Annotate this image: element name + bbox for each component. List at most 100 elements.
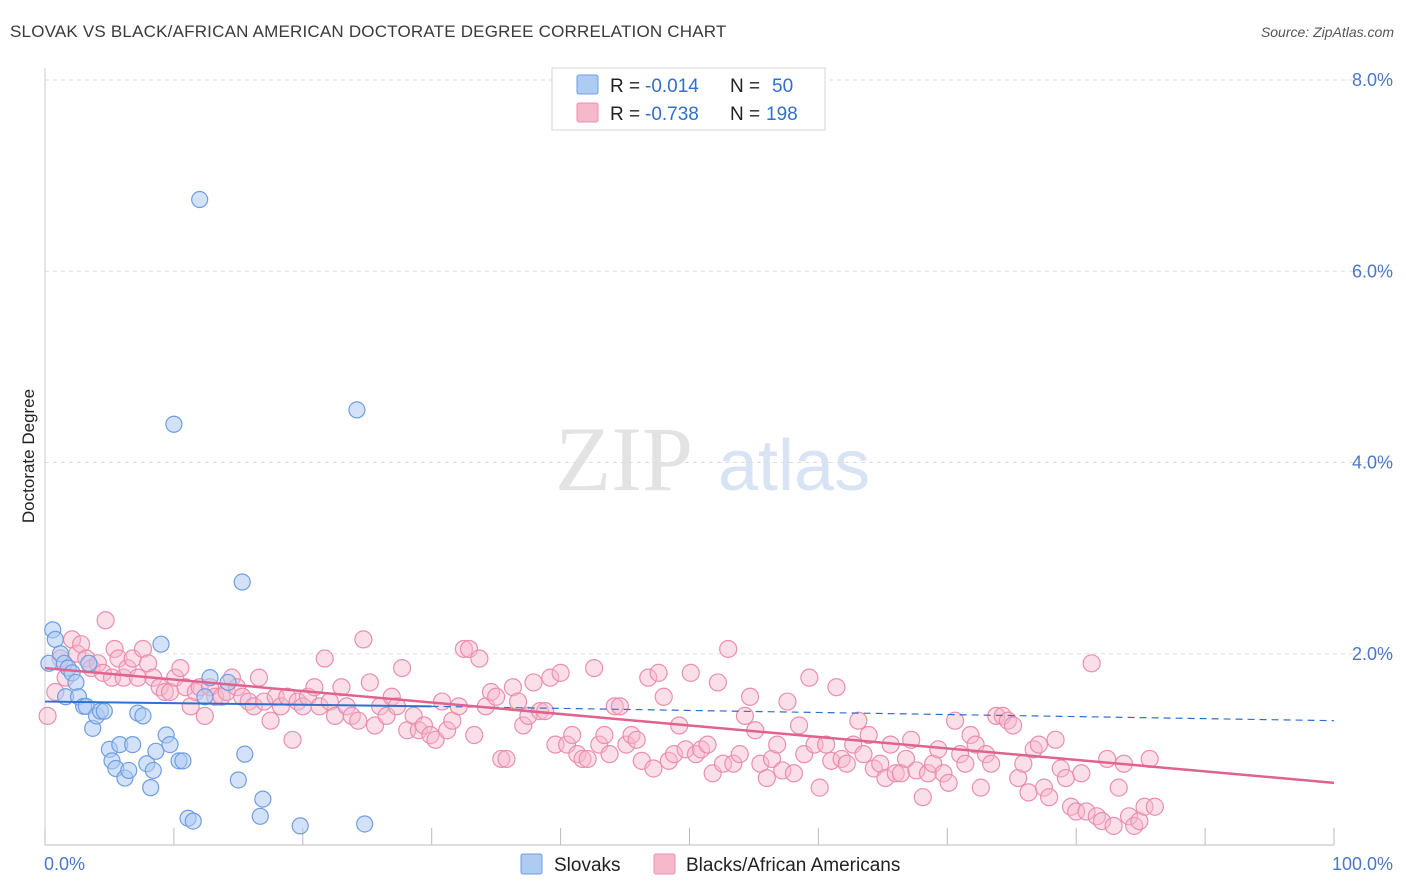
black-point-193 (1072, 764, 1091, 783)
black-point-192 (1067, 802, 1086, 821)
black-point-98 (563, 725, 582, 745)
legend-n-label-1: N = (730, 76, 760, 97)
black-point-20 (139, 654, 158, 673)
slovak-point-43 (233, 573, 251, 591)
black-point-188 (1046, 730, 1065, 749)
x-tick-label-1: 100.0% (1332, 854, 1393, 874)
legend-swatch-blacks (576, 102, 599, 123)
slovak-point-28 (144, 761, 162, 780)
black-point-125 (708, 673, 727, 692)
black-point-155 (871, 754, 890, 773)
legend-bottom-swatch-blacks (653, 853, 676, 875)
black-point-131 (740, 687, 760, 706)
black-point-47 (283, 730, 302, 749)
black-point-123 (698, 735, 717, 754)
black-point-163 (913, 788, 932, 807)
black-point-115 (654, 687, 673, 706)
black-point-80 (465, 725, 484, 745)
black-point-67 (392, 658, 412, 678)
slovak-point-2 (46, 630, 64, 649)
black-point-75 (438, 721, 457, 740)
black-point-42 (255, 692, 274, 711)
legend-r-value-2: -0.738 (645, 104, 699, 125)
slovak-point-22 (120, 761, 138, 780)
black-point-101 (578, 749, 597, 769)
slovak-point-46 (254, 790, 272, 808)
black-point-153 (859, 725, 878, 745)
black-point-113 (644, 759, 663, 778)
black-point-137 (773, 761, 792, 780)
series-blacks-points (38, 611, 1164, 835)
black-point-207 (1145, 797, 1164, 816)
legend-r-label-2: R = (610, 104, 640, 125)
black-point-162 (907, 761, 926, 780)
x-tick-labels: 0.0% 100.0% (44, 854, 1393, 874)
black-point-104 (595, 725, 614, 745)
black-point-205 (1135, 797, 1154, 816)
slovak-point-23 (124, 735, 142, 754)
black-point-189 (1051, 759, 1070, 778)
black-point-175 (976, 745, 996, 764)
slovak-point-25 (134, 707, 152, 725)
black-point-171 (956, 754, 975, 773)
slovak-point-41 (219, 673, 237, 692)
slovak-point-45 (251, 807, 269, 825)
slovak-point-27 (142, 779, 160, 797)
black-point-87 (503, 678, 523, 697)
slovak-point-8 (67, 673, 85, 692)
black-point-28 (181, 697, 200, 716)
black-point-149 (837, 754, 856, 773)
black-point-172 (961, 725, 980, 745)
y-tick-label-0: 2.0% (1352, 644, 1393, 664)
black-point-183 (1019, 783, 1038, 802)
black-point-96 (551, 663, 570, 682)
black-point-89 (514, 716, 533, 735)
black-point-164 (918, 764, 938, 783)
black-point-0 (38, 706, 57, 726)
black-point-187 (1040, 788, 1059, 807)
black-point-176 (982, 754, 1001, 773)
black-point-108 (617, 735, 636, 754)
black-point-174 (971, 778, 990, 797)
black-point-195 (1082, 654, 1101, 673)
legend-r-value-1: -0.014 (645, 76, 699, 97)
black-point-136 (768, 735, 787, 754)
black-point-53 (315, 649, 334, 668)
slovaks-trend-solid (44, 700, 432, 708)
black-point-60 (354, 630, 373, 649)
legend-n-label-2: N = (730, 104, 760, 125)
black-point-91 (524, 673, 543, 692)
slovak-point-12 (80, 654, 98, 672)
black-point-27 (176, 678, 195, 697)
black-point-198 (1098, 749, 1117, 769)
x-tick-label-0: 0.0% (44, 854, 85, 874)
black-point-140 (789, 716, 809, 735)
black-point-106 (605, 697, 624, 716)
legend-bottom: Slovaks Blacks/African Americans (520, 853, 900, 876)
black-point-204 (1130, 811, 1149, 831)
black-point-190 (1056, 768, 1075, 788)
slovak-point-44 (236, 745, 254, 763)
black-point-15 (114, 668, 133, 687)
watermark-atlas: atlas (718, 426, 870, 506)
slovak-point-16 (95, 702, 113, 720)
black-point-139 (784, 764, 804, 783)
slovak-point-49 (356, 815, 374, 833)
grid-lines (45, 79, 1392, 655)
y-tick-label-1: 4.0% (1352, 453, 1393, 473)
black-point-52 (310, 697, 329, 716)
black-point-94 (541, 668, 560, 687)
black-point-105 (600, 745, 619, 764)
black-point-23 (155, 682, 174, 702)
black-point-180 (1003, 716, 1023, 735)
slovak-point-39 (196, 688, 214, 706)
black-point-107 (610, 697, 629, 716)
black-point-129 (730, 745, 749, 764)
black-point-19 (133, 639, 153, 659)
black-point-145 (817, 735, 836, 754)
black-point-43 (261, 711, 280, 730)
black-point-114 (649, 663, 668, 682)
legend-n-value-1: 50 (772, 76, 793, 97)
slovak-point-42 (229, 771, 247, 789)
black-point-128 (724, 754, 743, 773)
